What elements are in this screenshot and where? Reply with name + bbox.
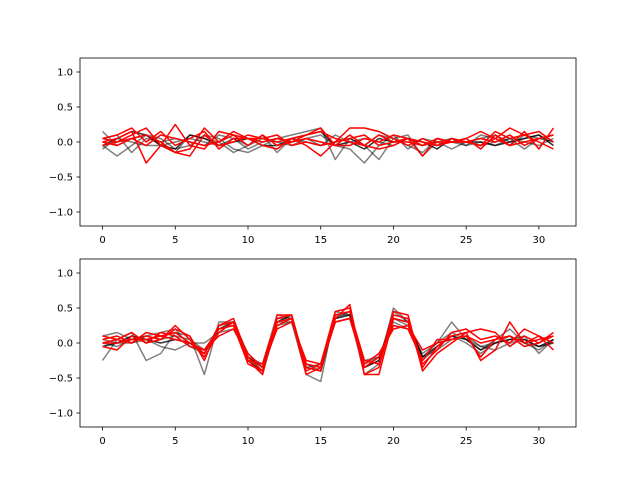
top-x-tick-label: 5: [172, 235, 178, 246]
top-y-tick-label: −1.0: [49, 208, 73, 219]
bottom-axes-frame: [79, 258, 577, 428]
bottom-series-line-5: [102, 307, 554, 376]
top-y-tick-label: 0.0: [57, 138, 73, 149]
bottom-y-tick-label: 1.0: [57, 269, 73, 280]
top-x-tick-label: 30: [533, 235, 546, 246]
bottom-series-line-9: [102, 317, 554, 369]
top-series-line-4: [102, 130, 554, 150]
bottom-x-tick-label: 5: [172, 436, 178, 447]
bottom-x-tick-label: 20: [387, 436, 400, 447]
top-y-tick-label: 0.5: [57, 103, 73, 114]
bottom-axes: 0 5 10 15 20 25 30 −1.0 −0.5 0.0 0.5 1.0: [49, 258, 577, 448]
top-x-tick-label: 20: [387, 235, 400, 246]
bottom-y-tick-label: 0.0: [57, 339, 73, 350]
bottom-x-tick-label: 0: [99, 436, 105, 447]
top-series-group: [102, 123, 555, 164]
top-x-tick-label: 15: [314, 235, 327, 246]
top-ticks: 0 5 10 15 20 25 30 −1.0 −0.5 0.0 0.5 1.0: [49, 68, 546, 247]
bottom-y-tick-label: −1.0: [49, 409, 73, 420]
top-axes-frame: [79, 57, 577, 227]
top-axes: 0 5 10 15 20 25 30 −1.0 −0.5 0.0 0.5 1.0: [49, 57, 577, 247]
top-y-tick-label: 1.0: [57, 68, 73, 79]
top-x-tick-label: 0: [99, 235, 105, 246]
bottom-x-tick-label: 30: [533, 436, 546, 447]
top-y-tick-label: −0.5: [49, 173, 73, 184]
top-series-line-8: [102, 127, 554, 150]
top-series-line-9: [102, 130, 554, 147]
top-x-tick-label: 10: [242, 235, 255, 246]
bottom-x-tick-label: 25: [460, 436, 473, 447]
top-series-line-7: [102, 127, 554, 157]
bottom-series-group: [101, 303, 554, 383]
bottom-ticks: 0 5 10 15 20 25 30 −1.0 −0.5 0.0 0.5 1.0: [49, 269, 546, 448]
bottom-y-tick-label: 0.5: [57, 304, 73, 315]
top-x-tick-label: 25: [460, 235, 473, 246]
bottom-x-tick-label: 10: [242, 436, 255, 447]
bottom-x-tick-label: 15: [314, 436, 327, 447]
bottom-y-tick-label: −0.5: [49, 374, 73, 385]
